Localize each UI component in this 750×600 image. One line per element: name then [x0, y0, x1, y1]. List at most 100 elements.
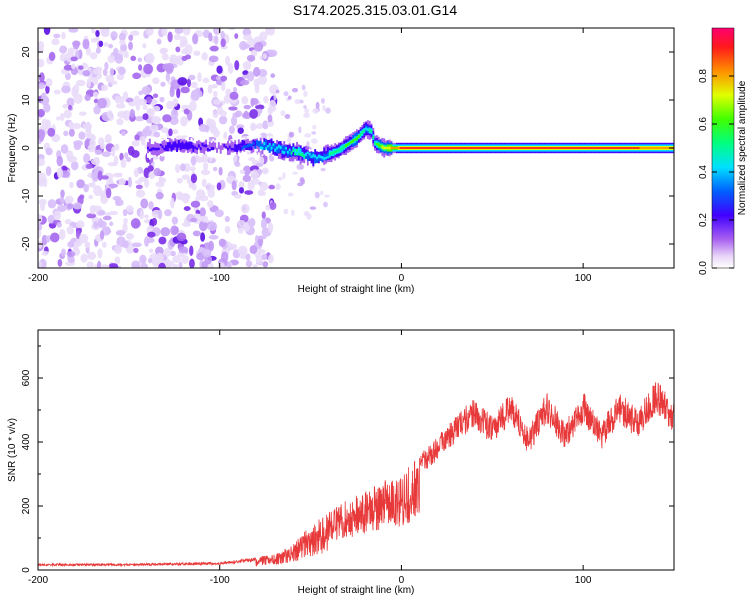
ridge-segment: [332, 151, 335, 155]
noise-blob: [232, 86, 238, 93]
ridge-segment: [276, 146, 278, 150]
noise-blob: [227, 28, 236, 31]
ridge-segment: [561, 147, 564, 149]
noise-blob: [68, 257, 75, 264]
noise-blob: [147, 231, 156, 238]
ridge-segment: [405, 147, 407, 149]
noise-blob: [86, 261, 95, 268]
ridge-segment: [266, 139, 269, 150]
noise-blob: [171, 129, 179, 135]
noise-blob: [118, 177, 126, 186]
noise-blob: [296, 163, 303, 170]
noise-blob: [64, 218, 72, 225]
noise-blob: [184, 54, 192, 60]
ridge-segment: [475, 147, 478, 149]
noise-blob: [190, 173, 198, 184]
noise-blob: [101, 151, 112, 157]
ridge-segment: [272, 143, 275, 146]
ridge-segment: [395, 147, 398, 149]
ridge-segment: [308, 152, 311, 156]
noise-blob: [108, 183, 119, 188]
y-tick-label: 200: [21, 497, 32, 514]
noise-blob: [99, 190, 106, 198]
ridge-segment: [221, 147, 224, 151]
ridge-segment: [250, 144, 253, 151]
y-tick-label: 0: [21, 145, 32, 151]
noise-blob: [147, 165, 154, 172]
noise-blob: [199, 207, 206, 218]
ridge-segment: [232, 148, 235, 151]
noise-blob: [304, 133, 312, 138]
noise-blob: [123, 217, 128, 225]
noise-blob: [259, 181, 269, 191]
ridge-segment: [285, 147, 288, 150]
ridge-segment: [524, 147, 527, 149]
noise-blob: [170, 225, 178, 236]
noise-blob: [178, 261, 183, 268]
ridge-segment: [579, 147, 582, 149]
ridge-segment: [604, 147, 607, 149]
noise-blob: [155, 192, 164, 200]
ridge-segment: [555, 147, 558, 149]
ridge-segment: [288, 148, 291, 151]
ridge-segment: [317, 154, 320, 158]
noise-blob: [56, 155, 64, 167]
noise-blob: [220, 38, 226, 48]
noise-blob: [94, 149, 103, 156]
noise-blob: [38, 240, 43, 249]
ridge-segment: [221, 143, 224, 150]
noise-blob: [291, 209, 295, 216]
ridge-segment: [261, 143, 264, 150]
noise-blob: [161, 53, 169, 61]
noise-blob: [114, 244, 123, 255]
noise-blob: [320, 97, 325, 104]
noise-blob: [168, 128, 173, 137]
ridge-segment: [443, 147, 446, 149]
ridge-segment: [394, 147, 397, 149]
noise-blob: [110, 80, 118, 85]
noise-blob: [97, 248, 103, 259]
ridge-segment: [210, 142, 213, 150]
noise-blob: [66, 97, 75, 108]
noise-blob: [170, 84, 175, 93]
ridge-segment: [199, 142, 202, 149]
noise-blob: [107, 54, 116, 64]
ridge-segment: [176, 144, 179, 153]
ridge-segment: [316, 156, 318, 160]
noise-blob: [61, 31, 66, 40]
snr-panel: -200 -100 0 100 0 200 400 600 Height of straigh…: [7, 329, 675, 596]
ridge-segment: [615, 147, 618, 149]
noise-blob: [214, 35, 219, 45]
noise-blob: [238, 187, 245, 194]
noise-blob: [218, 238, 226, 247]
y-tick-label: 400: [21, 433, 32, 450]
noise-blob: [128, 101, 138, 107]
noise-blob: [166, 100, 175, 110]
ridge-segment: [414, 147, 417, 149]
y-tick-label: 600: [21, 369, 32, 386]
noise-blob: [115, 197, 120, 206]
ridge-segment: [659, 147, 662, 149]
noise-blob: [202, 77, 210, 84]
noise-blob: [250, 98, 259, 105]
noise-blob: [242, 28, 252, 37]
ridge-segment: [210, 147, 213, 151]
noise-blob: [213, 99, 221, 105]
ridge-segment: [212, 147, 215, 151]
ridge-segment: [226, 140, 229, 149]
ridge-segment: [225, 146, 228, 149]
noise-blob: [41, 118, 49, 130]
noise-blob: [103, 42, 109, 47]
noise-blob: [170, 108, 179, 119]
noise-blob: [155, 181, 165, 188]
ridge-segment: [552, 147, 555, 149]
ridge-segment: [245, 145, 248, 148]
ridge-segment: [290, 151, 293, 155]
noise-blob: [257, 248, 266, 254]
ridge-segment: [445, 147, 447, 149]
noise-blob: [180, 86, 190, 94]
ridge-segment: [212, 141, 215, 149]
ridge-segment: [312, 154, 315, 167]
noise-blob: [147, 258, 153, 264]
noise-blob: [189, 100, 197, 112]
